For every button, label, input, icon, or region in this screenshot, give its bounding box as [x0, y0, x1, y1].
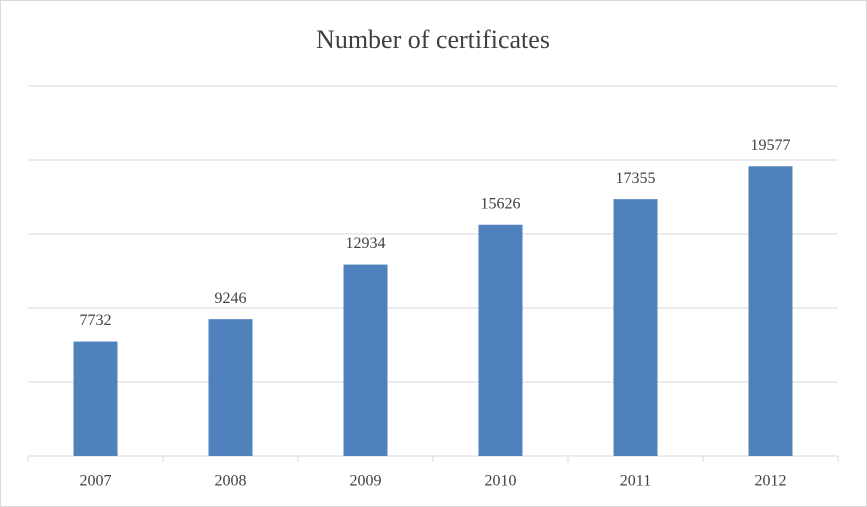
chart-title: Number of certificates [316, 25, 550, 54]
x-tick-label: 2007 [80, 473, 112, 490]
x-tick-label: 2011 [620, 473, 651, 490]
data-label: 9246 [215, 290, 247, 307]
data-label: 15626 [481, 195, 521, 212]
bar [478, 224, 523, 456]
bar [208, 319, 253, 456]
data-label: 17355 [616, 170, 656, 187]
bar [73, 341, 118, 456]
x-tick-label: 2010 [485, 473, 517, 490]
bar [748, 166, 793, 456]
bar [613, 199, 658, 456]
x-tick-label: 2008 [215, 473, 247, 490]
data-label: 7732 [80, 312, 112, 329]
x-tick-label: 2009 [350, 473, 382, 490]
bar [343, 264, 388, 456]
data-label: 19577 [751, 137, 791, 154]
data-label: 12934 [346, 235, 386, 252]
x-tick-label: 2012 [755, 473, 787, 490]
